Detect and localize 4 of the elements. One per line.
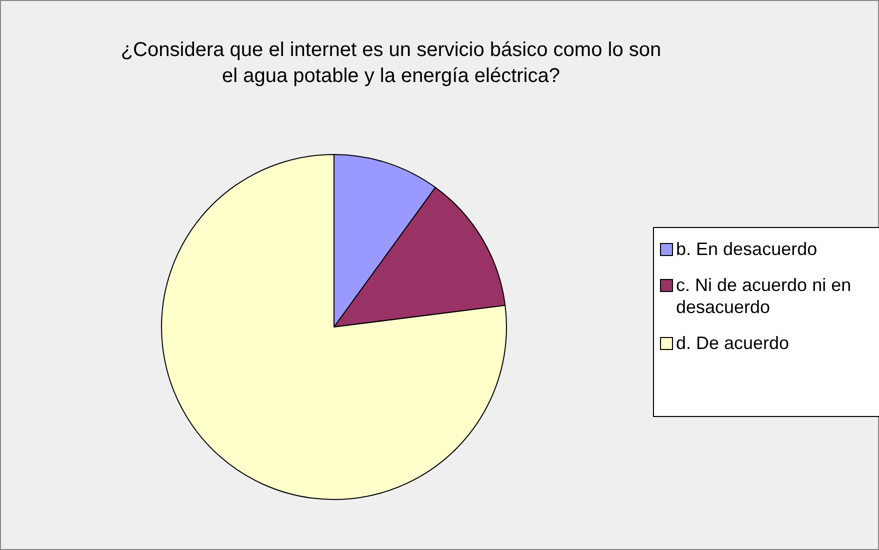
legend-label: c. Ni de acuerdo ni en desacuerdo — [676, 274, 852, 318]
legend-label: d. De acuerdo — [676, 332, 790, 354]
legend-label: b. En desacuerdo — [676, 238, 818, 260]
chart-title: ¿Considera que el internet es un servicio básico como lo son el agua potable y la energía eléctrica? — [120, 38, 662, 89]
